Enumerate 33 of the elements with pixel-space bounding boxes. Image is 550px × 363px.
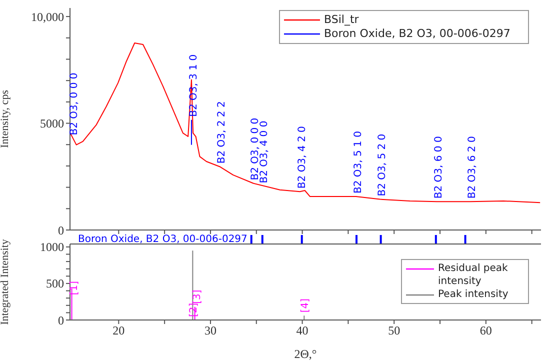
legend-label: Peak intensity: [438, 288, 508, 301]
annotation: B2 O3, 0 0 0: [68, 72, 80, 136]
annotation: B2 O3, 3 1 0: [188, 54, 200, 117]
annotation: [4]: [300, 298, 312, 313]
legend-label: Residual peak intensity: [438, 262, 509, 288]
annotation: B2 O3, 2 2 2: [216, 101, 228, 164]
y-axis-title: Integrated Intensity: [0, 238, 11, 325]
annotation: [3]: [192, 290, 203, 304]
y-tick-label: 0: [58, 313, 64, 328]
annotation: [1]: [68, 280, 80, 296]
y-tick-label: 10,000: [31, 10, 64, 24]
legend-label: BSil_tr: [324, 13, 359, 27]
annotation: B2 O3, 4 0 0: [258, 120, 270, 184]
annotation: [2]: [188, 302, 200, 317]
x-tick-label: 50: [388, 324, 400, 338]
y-tick-label: 5000: [40, 116, 64, 131]
annotation: B2 O3, 4 2 0: [296, 126, 308, 189]
annotation: B2 O3, 5 1 0: [352, 131, 364, 194]
x-tick-label: 20: [112, 324, 125, 338]
y-tick-label: 500: [46, 276, 64, 291]
annotation: B2 O3, 5 2 0: [376, 134, 388, 196]
line-series: [70, 42, 541, 204]
annotation: Boron Oxide, B2 O3, 00-006-0297: [78, 234, 248, 245]
x-tick-label: 40: [296, 324, 308, 338]
legend-label: Boron Oxide, B2 O3, 00-006-0297: [324, 27, 510, 41]
y-tick-label: 1000: [40, 240, 64, 254]
y-axis-title: Intensity, cps: [0, 90, 11, 148]
x-tick-label: 30: [204, 324, 216, 338]
x-axis-title: 2Θ,°: [294, 347, 317, 361]
annotation: B2 O3, 6 0 0: [434, 136, 445, 199]
annotation: B2 O3, 6 2 0: [467, 136, 478, 199]
y-tick-label: 0: [58, 223, 64, 238]
x-tick-label: 60: [480, 324, 492, 338]
